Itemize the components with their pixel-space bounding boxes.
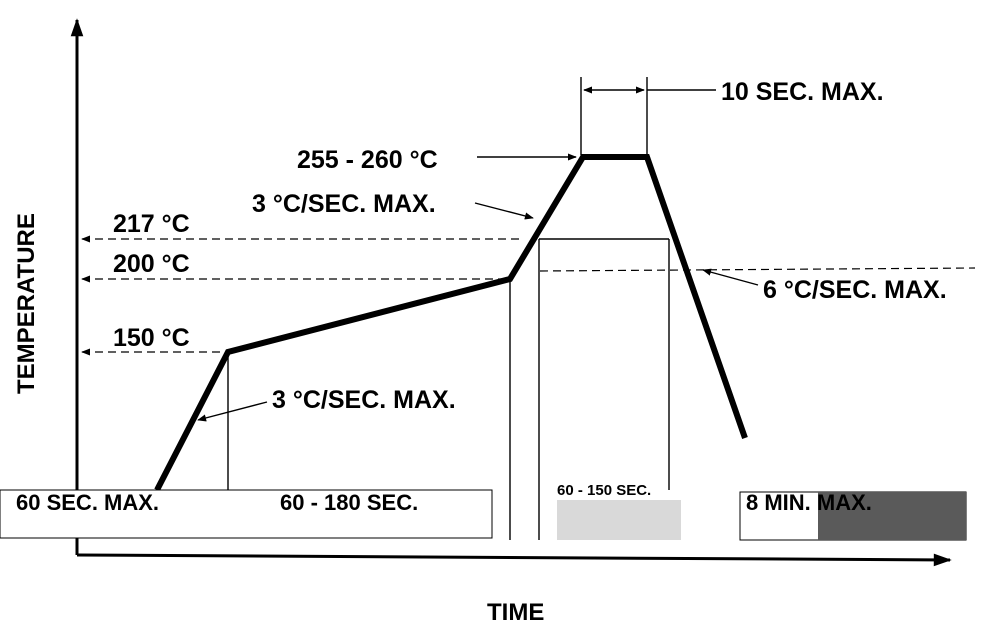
x-axis-title: TIME [487,599,544,626]
ref-line-200-right [539,267,976,272]
ramp-up-reflow-leader [474,202,534,220]
time-band-left [0,489,493,539]
time-band-total-fill [818,492,966,540]
label-total-time: 8 MIN. MAX. [746,490,872,515]
ramp-up-preheat-leader [197,401,268,422]
label-ramp-down: 6 °C/SEC. MAX. [763,276,947,304]
label-peak-hold: 10 SEC. MAX. [721,78,884,106]
label-ramp-up-reflow: 3 °C/SEC. MAX. [252,190,436,218]
label-150: 150 °C [113,324,190,352]
label-200: 200 °C [113,250,190,278]
label-217: 217 °C [113,210,190,238]
reflow-profile-curve [154,154,748,492]
y-axis-title: TEMPERATURE [13,213,40,394]
ramp-down-leader [702,268,759,286]
label-soak-time: 60 - 180 SEC. [280,490,418,515]
label-ramp-up-preheat: 3 °C/SEC. MAX. [272,386,456,414]
x-axis [76,553,952,567]
time-band-liquidus [557,500,681,540]
label-preheat-time: 60 SEC. MAX. [16,490,159,515]
label-peak-temp: 255 - 260 °C [297,146,438,174]
label-liquidus-time: 60 - 150 SEC. [557,482,651,499]
